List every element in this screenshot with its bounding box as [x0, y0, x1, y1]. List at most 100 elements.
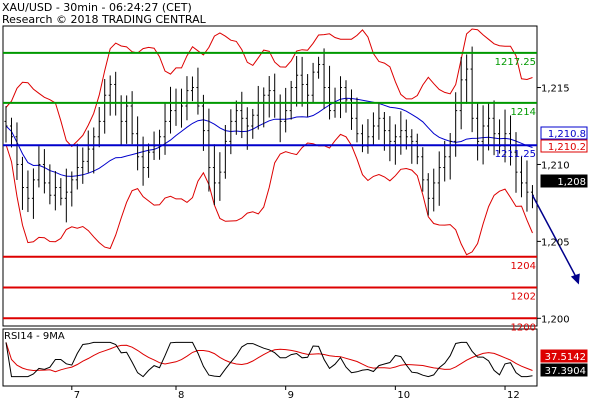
candle: [92, 127, 96, 174]
candle: [207, 108, 211, 192]
value-tag: 1,210.8: [540, 126, 588, 140]
candle: [509, 115, 513, 166]
candle: [59, 178, 63, 206]
candle: [476, 102, 480, 161]
candle: [26, 170, 30, 213]
candle: [234, 100, 238, 135]
candle: [514, 132, 518, 193]
candle: [481, 105, 485, 165]
candle: [103, 78, 107, 134]
candle: [15, 122, 19, 180]
candle: [97, 107, 101, 148]
value-tag-box: [540, 139, 588, 153]
candle: [141, 136, 145, 186]
rsi-title: RSI14 - 9MA: [4, 331, 65, 342]
candle: [454, 92, 458, 157]
candle: [295, 56, 299, 107]
date-tick-label: 8: [178, 390, 184, 400]
bollinger-bands: [5, 28, 533, 256]
candle: [9, 117, 13, 148]
candle: [245, 107, 249, 150]
value-tag-box: [540, 174, 588, 188]
candle: [37, 146, 41, 188]
candle: [525, 160, 529, 212]
candle: [136, 116, 140, 171]
candle: [223, 124, 227, 179]
price-tick-label: 1,200: [541, 314, 570, 325]
candle: [163, 102, 167, 155]
candle: [487, 102, 491, 151]
candle: [218, 152, 222, 201]
candle: [311, 62, 315, 103]
candle: [147, 143, 151, 178]
candle: [273, 73, 277, 118]
candle: [64, 168, 68, 223]
forecast-arrow-shaft: [531, 194, 578, 279]
candle: [256, 85, 260, 130]
candle: [492, 100, 496, 156]
value-tag: 1,208: [540, 174, 588, 188]
candle: [53, 171, 57, 211]
price-panel-frame: [2, 25, 538, 327]
level-lines: 1217.25 1214 1211.25 1204 1202 1200: [3, 51, 537, 333]
value-tag: 37.5142: [540, 349, 588, 363]
candle: [190, 76, 194, 102]
candle: [470, 46, 474, 133]
candle: [48, 164, 52, 205]
candle: [251, 108, 255, 139]
candle: [4, 106, 8, 143]
value-tag-label: 1,210.2: [548, 142, 586, 153]
candle: [443, 140, 447, 182]
candle: [114, 71, 118, 116]
level-label: 1214: [511, 107, 536, 118]
value-tag-box: [540, 349, 588, 363]
level-label: 1200: [511, 322, 536, 333]
price-tick-label: 1,205: [541, 237, 570, 248]
candle: [196, 67, 200, 115]
candle: [278, 94, 282, 143]
candle: [388, 116, 392, 162]
candle: [410, 129, 414, 164]
candlesticks: [4, 46, 534, 223]
rsi-panel-frame: [2, 328, 538, 387]
chart-frames: [2, 25, 538, 387]
rsi-ma-line: [5, 342, 533, 373]
candle: [344, 80, 348, 113]
value-tag-label: 1,210.8: [548, 129, 586, 140]
candle: [262, 87, 266, 128]
candle: [229, 109, 233, 155]
candle: [108, 75, 112, 116]
candle: [328, 65, 332, 120]
value-tag: 37.3904: [540, 363, 588, 377]
rsi-line: [5, 341, 533, 378]
value-tag-box: [540, 126, 588, 140]
candle: [349, 89, 353, 130]
candle: [31, 168, 35, 219]
candle: [465, 54, 469, 104]
date-tick-label: 10: [397, 390, 410, 400]
candle: [426, 173, 430, 216]
candle: [42, 149, 46, 194]
level-label: 1217.25: [495, 57, 536, 68]
candle: [355, 97, 359, 143]
candle: [300, 56, 304, 107]
value-tag-label: 1,208: [557, 177, 586, 188]
candle: [306, 74, 310, 117]
candle: [437, 151, 441, 206]
value-tag-box: [540, 363, 588, 377]
forecast-arrow-head: [570, 273, 580, 285]
candle: [399, 111, 403, 155]
candle: [421, 147, 425, 192]
date-axis: 7 8 9 10 12: [71, 386, 520, 400]
candle: [415, 133, 419, 165]
bollinger-upper: [5, 28, 533, 148]
bollinger-lower: [5, 133, 533, 256]
candle: [366, 119, 370, 154]
candle: [371, 112, 375, 145]
level-label: 1204: [511, 261, 536, 272]
candle: [289, 80, 293, 120]
value-tag: 1,210.2: [540, 139, 588, 153]
candle: [322, 48, 326, 110]
value-tag-label: 37.3904: [545, 366, 586, 377]
